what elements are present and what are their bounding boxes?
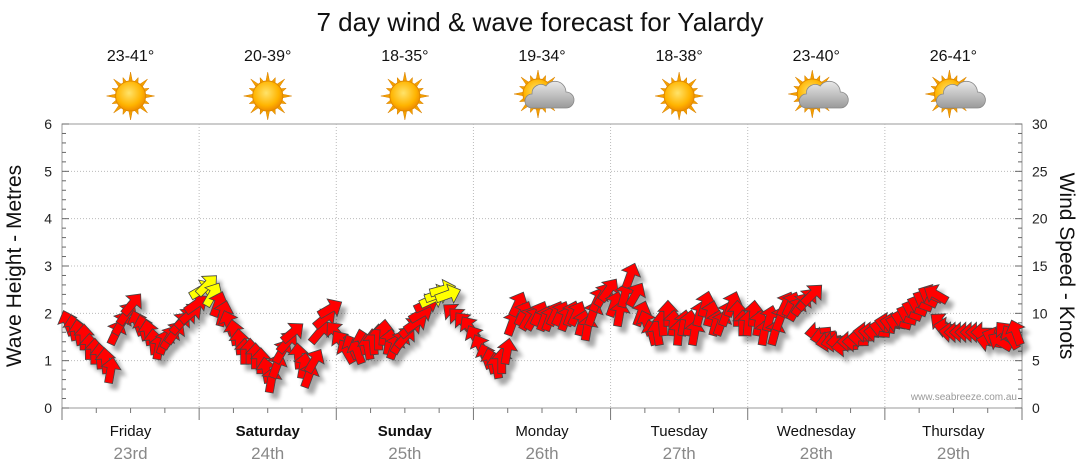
sun-disc [252,80,284,112]
wind-arrow [120,293,142,317]
y-left-tick-label: 4 [44,211,52,227]
cloud-icon [524,80,575,109]
sun-disc [389,80,421,112]
partly-cloudy-icon [513,69,575,119]
date-label: 23rd [114,444,148,463]
temp-label: 18-35° [381,48,428,65]
day-label-saturday: Saturday [236,423,301,440]
y-left-tick-label: 3 [44,258,52,274]
wind-arrows [57,262,1026,394]
sun-ray [677,110,682,121]
y-right-tick-label: 0 [1032,400,1040,416]
sun-ray [128,71,133,82]
sun-ray [535,108,541,119]
watermark: www.seabreeze.com.au [910,392,1017,403]
cloud-icon [798,80,849,109]
sun-ray [810,69,815,80]
sun-ray [947,69,952,80]
y-right-tick-label: 30 [1032,116,1048,132]
sun-icon [243,71,292,121]
y-right-tick-label: 10 [1032,305,1048,321]
wind-arrow [1005,319,1026,347]
sun-ray [677,71,682,82]
wind-arrow [434,283,462,305]
wind-arrow [625,282,646,309]
wind-arrow [316,298,343,320]
y-left-tick-label: 5 [44,163,52,179]
wind-arrow [923,284,950,305]
sun-ray [282,93,292,99]
date-label: 27th [663,444,696,463]
sun-ray [788,91,798,97]
y-left-axis-label: Wave Height - Metres [3,165,26,367]
cloud-icon [936,80,986,109]
y-right-tick-label: 15 [1032,258,1048,274]
wind-arrow [496,337,519,366]
sun-ray [925,91,935,97]
day-label-wednesday: Wednesday [777,423,856,440]
date-label: 26th [525,444,558,463]
wind-arrow [726,299,749,327]
y-left-tick-label: 0 [44,400,52,416]
y-right-tick-label: 25 [1032,163,1048,179]
wind-arrow [249,347,272,375]
sun-ray [380,93,391,99]
date-label: 24th [251,444,284,463]
temp-label: 26-41° [930,48,977,65]
date-label: 28th [800,444,833,463]
sun-icon [655,71,704,121]
y-right-tick-label: 20 [1032,211,1048,227]
sun-ray [535,69,541,80]
chart-title: 7 day wind & wave forecast for Yalardy [316,7,763,37]
sun-disc [663,80,695,112]
date-label: 29th [937,444,970,463]
sun-ray [106,93,116,99]
y-left-tick-label: 1 [44,353,52,369]
sun-ray [693,93,704,99]
sun-disc [115,80,147,112]
wind-arrow [656,299,679,327]
wind-arrow [100,356,122,385]
wind-arrow [303,348,325,375]
sun-ray [419,93,429,99]
wind-arrow [279,322,304,345]
sun-ray [128,110,133,121]
sun-ray [402,110,407,121]
wind-arrow [73,323,96,351]
sun-ray [265,71,270,82]
sun-ray [265,110,270,121]
y-right-tick-label: 5 [1032,353,1040,369]
partly-cloudy-icon [925,69,986,119]
sun-ray [947,108,952,119]
temp-label: 23-41° [107,48,154,65]
sun-icon [106,71,155,121]
sun-ray [402,71,407,82]
wind-arrow [799,284,823,307]
y-right-axis-label: Wind Speed - Knots [1055,173,1078,360]
day-label-friday: Friday [110,423,152,440]
sun-ray [513,91,524,97]
date-label: 25th [388,444,421,463]
day-label-thursday: Thursday [922,423,985,440]
y-left-tick-label: 2 [44,305,52,321]
day-label-monday: Monday [515,423,569,440]
sun-rays-icon [655,71,704,121]
sun-icon [380,71,429,121]
temp-label: 20-39° [244,48,291,65]
temp-label: 18-38° [655,48,702,65]
sun-ray [810,108,815,119]
partly-cloudy-icon [788,69,849,119]
day-label-sunday: Sunday [378,423,433,440]
temp-label: 19-34° [518,48,565,65]
y-left-tick-label: 6 [44,116,52,132]
sun-ray [145,93,155,99]
wind-arrow [620,262,642,290]
sun-ray [655,93,665,99]
sun-ray [243,93,254,99]
day-label-tuesday: Tuesday [651,423,708,440]
temp-label: 23-40° [793,48,840,65]
